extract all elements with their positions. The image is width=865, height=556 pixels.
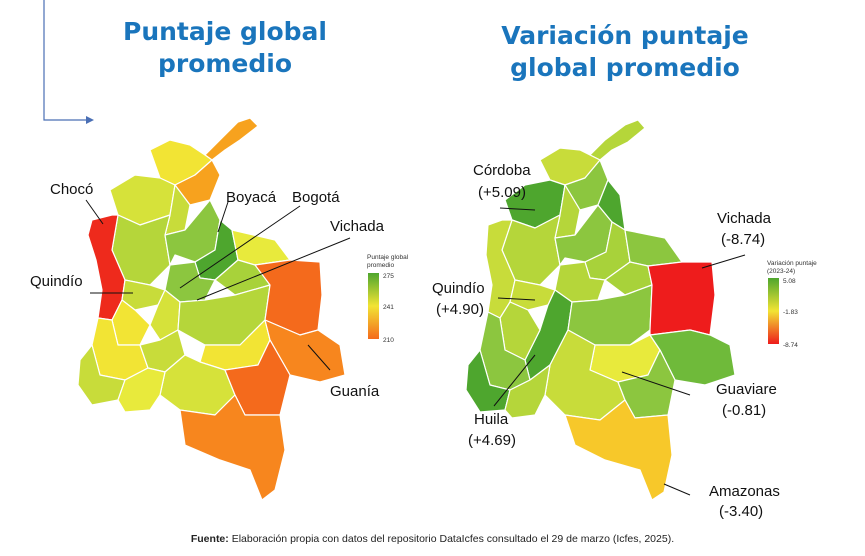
label-vichada: Vichada	[330, 218, 385, 235]
left-title-line1: Puntaje global	[123, 17, 327, 46]
region-guajira	[204, 117, 259, 161]
label-guaviare: Guaviare	[716, 381, 777, 398]
right-legend-title-line2: (2023-24)	[767, 268, 795, 275]
left-legend-min: 210	[383, 337, 394, 344]
label-cordoba: Córdoba	[473, 162, 531, 179]
region-arauca-r	[624, 229, 683, 267]
label-bogota: Bogotá	[292, 189, 340, 206]
region-vichada-r	[647, 261, 716, 336]
right-map-title: Variación puntaje global promedio	[470, 20, 780, 84]
source-label: Fuente:	[190, 533, 229, 545]
left-legend-title-line2: promedio	[367, 262, 394, 269]
left-map-title: Puntaje global promedio	[95, 16, 355, 80]
region-amazonas-r	[564, 399, 673, 501]
label-quindio-right: Quindío	[432, 280, 485, 297]
region-guajira-r	[589, 119, 646, 161]
right-legend-min: -8.74	[783, 342, 798, 349]
label-choco: Chocó	[50, 181, 93, 198]
left-title-line2: promedio	[157, 49, 293, 78]
label-guaviare-value: (-0.81)	[722, 402, 766, 419]
right-legend-title-line1: Variación puntaje	[767, 260, 817, 267]
right-legend-colorbar	[768, 278, 779, 344]
left-legend-title-line1: Puntaje global	[367, 254, 409, 261]
label-quindio-value: (+4.90)	[436, 301, 484, 318]
right-title-line2: global promedio	[510, 53, 740, 82]
label-boyaca: Boyacá	[226, 189, 277, 206]
source-footer: Fuente: Elaboración propia con datos del…	[0, 533, 865, 545]
label-cordoba-value: (+5.09)	[478, 184, 526, 201]
label-quindio: Quindío	[30, 273, 83, 290]
right-legend-max: 5.08	[783, 278, 796, 285]
label-huila-value: (+4.69)	[468, 432, 516, 449]
label-amazonas: Amazonas	[709, 483, 780, 500]
right-map	[465, 119, 736, 501]
left-callout-lines	[85, 199, 351, 371]
region-nsantander-r	[597, 179, 626, 231]
label-amazonas-value: (-3.40)	[719, 503, 763, 520]
region-putumayo-r	[504, 364, 551, 419]
label-vichada-value: (-8.74)	[721, 231, 765, 248]
right-legend: Variación puntaje (2023-24) 5.08 -1.83 -…	[767, 260, 817, 349]
left-legend-mid: 241	[383, 304, 394, 311]
right-callout-lines	[493, 207, 746, 496]
region-amazonas	[179, 394, 286, 501]
right-legend-mid: -1.83	[783, 309, 798, 316]
decorative-arrow	[43, 0, 94, 124]
left-legend-colorbar	[368, 273, 379, 339]
left-legend: Puntaje global promedio 275 241 210	[367, 254, 409, 344]
region-arauca	[231, 229, 291, 266]
label-vichada-right: Vichada	[717, 210, 772, 227]
left-legend-max: 275	[383, 273, 394, 280]
label-huila: Huila	[474, 411, 509, 428]
source-text: Elaboración propia con datos del reposit…	[228, 533, 675, 545]
left-map	[77, 117, 346, 501]
label-guania: Guanía	[330, 383, 380, 400]
right-title-line1: Variación puntaje	[501, 21, 749, 50]
region-putumayo	[117, 367, 166, 413]
